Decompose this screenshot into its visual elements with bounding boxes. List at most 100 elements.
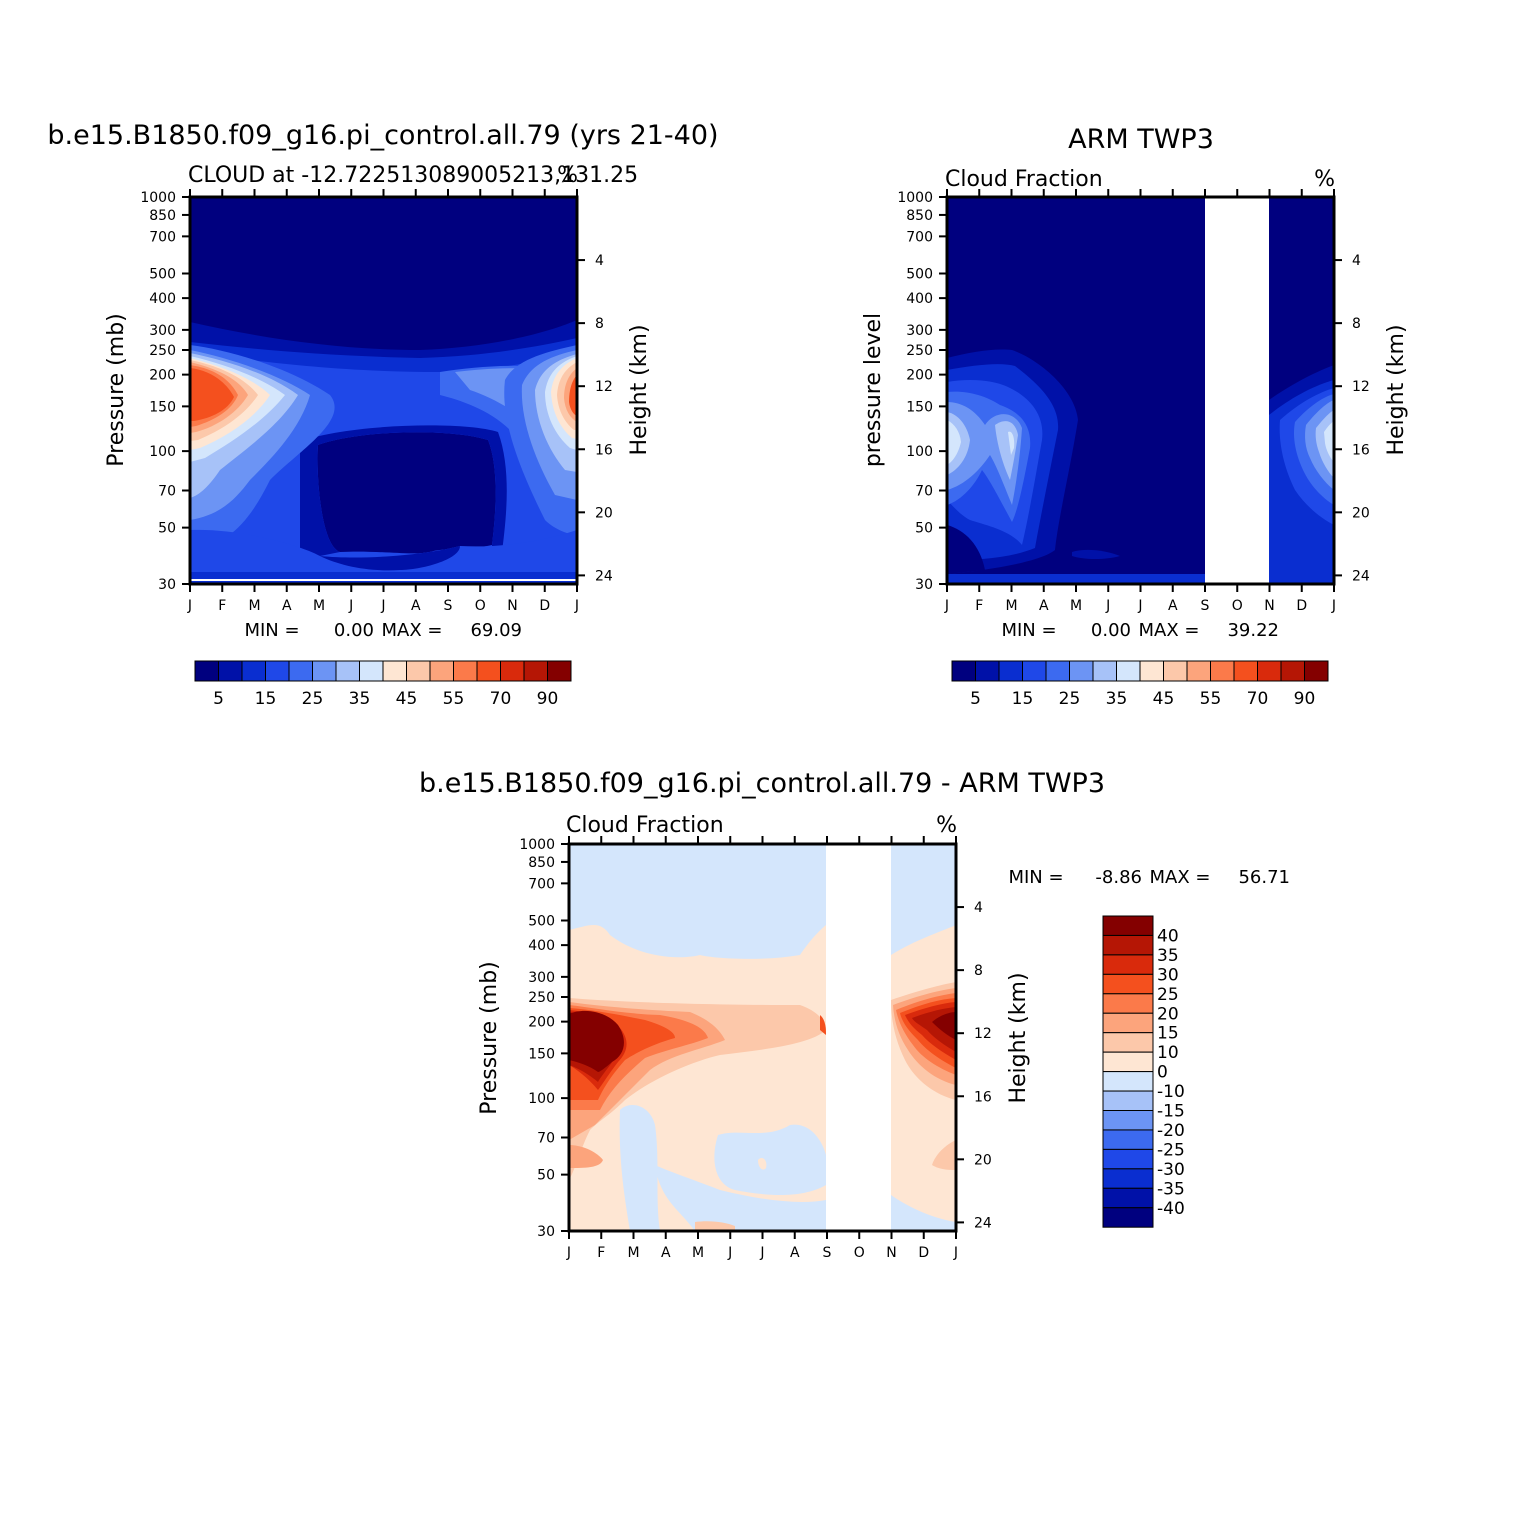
colorbar-box — [1102, 954, 1154, 975]
x-tick-label: N — [507, 598, 517, 614]
x-tick-label: J — [1137, 598, 1142, 614]
panel-model-min-value: 0.00 — [334, 620, 374, 641]
x-tick-label: J — [1331, 598, 1336, 614]
colorbar-box — [1102, 1090, 1154, 1112]
colorbar-box — [1022, 660, 1047, 682]
y-tick-label-right: 16 — [974, 1089, 992, 1105]
y-tick-label: 700 — [528, 876, 555, 892]
y-tick-label: 300 — [906, 323, 933, 339]
colorbar-label: 55 — [443, 689, 465, 709]
y-tick-label: 250 — [149, 343, 176, 359]
colorbar-label: 70 — [1247, 689, 1269, 709]
panel-diff-subtitle-left: Cloud Fraction — [566, 813, 724, 838]
colorbar-label: -40 — [1157, 1199, 1185, 1219]
y-tick-label-right: 4 — [1352, 253, 1361, 269]
panel-diff-min-label: MIN = — [1008, 867, 1063, 888]
colorbar-box — [1304, 660, 1329, 682]
colorbar-label: -30 — [1157, 1160, 1185, 1180]
colorbar-label: 25 — [1059, 689, 1081, 709]
y-tick-label: 30 — [537, 1224, 555, 1240]
colorbar-box — [1102, 1168, 1154, 1189]
colorbar-box — [975, 660, 1000, 682]
y-tick-label: 850 — [528, 855, 555, 871]
y-tick-label: 500 — [528, 913, 555, 929]
colorbar-box — [1102, 1187, 1154, 1209]
y-tick-label: 150 — [906, 399, 933, 415]
colorbar-box — [523, 660, 548, 682]
colorbar-box — [1102, 915, 1154, 936]
x-tick-label: F — [975, 598, 983, 614]
y-tick-label: 700 — [149, 229, 176, 245]
y-tick-label-right: 24 — [1352, 568, 1370, 584]
panel-model-min-label: MIN = — [244, 620, 299, 641]
x-tick-label: D — [918, 1245, 929, 1261]
y-tick-label: 50 — [915, 521, 933, 537]
y-tick-label-right: 20 — [595, 505, 613, 521]
x-tick-label: J — [380, 598, 385, 614]
x-tick-label: N — [886, 1245, 896, 1261]
y-tick-label-right: 24 — [974, 1215, 992, 1231]
panel-diff-ylabel: Pressure (mb) — [477, 961, 502, 1115]
colorbar-box — [1102, 1051, 1154, 1073]
panel-model-ylabel: Pressure (mb) — [104, 313, 129, 467]
colorbar-box — [429, 660, 454, 682]
y-tick-label: 300 — [149, 323, 176, 339]
colorbar-box — [241, 660, 266, 682]
colorbar-label: 5 — [970, 689, 981, 709]
panel-diff-ylabel-right: Height (km) — [1006, 972, 1031, 1103]
colorbar-box — [1233, 660, 1258, 682]
panel-diff: b.e15.B1850.f09_g16.pi_control.all.79 - … — [419, 768, 1290, 1261]
colorbar-label: 20 — [1157, 1004, 1179, 1024]
x-tick-label: A — [282, 598, 292, 614]
colorbar-label: -25 — [1157, 1140, 1185, 1160]
panel-obs-title: ARM TWP3 — [1068, 124, 1214, 155]
colorbar-label: 30 — [1157, 965, 1179, 985]
colorbar-box — [500, 660, 525, 682]
panel-model-ylabel-right: Height (km) — [627, 324, 652, 455]
y-tick-label-right: 20 — [1352, 505, 1370, 521]
x-tick-label: O — [854, 1245, 865, 1261]
x-tick-label: D — [539, 598, 550, 614]
y-tick-label: 850 — [906, 208, 933, 224]
panel-diff-subtitle-right: % — [936, 813, 957, 838]
y-tick-label-right: 12 — [1352, 379, 1370, 395]
y-tick-label-right: 4 — [595, 253, 604, 269]
colorbar-box — [288, 660, 313, 682]
colorbar-box — [218, 660, 243, 682]
colorbar-box — [1102, 1148, 1154, 1170]
y-tick-label: 100 — [528, 1091, 555, 1107]
y-tick-label-right: 4 — [974, 900, 983, 916]
colorbar-box — [1257, 660, 1282, 682]
y-tick-label-right: 20 — [974, 1152, 992, 1168]
x-tick-label: J — [953, 1245, 958, 1261]
y-tick-label: 200 — [528, 1015, 555, 1031]
y-tick-label: 1000 — [519, 837, 555, 853]
colorbar-label: 0 — [1157, 1063, 1168, 1083]
y-tick-label: 150 — [528, 1046, 555, 1062]
y-tick-label: 500 — [149, 266, 176, 282]
x-tick-label: A — [661, 1245, 671, 1261]
colorbar-label: 90 — [1294, 689, 1316, 709]
x-tick-label: A — [1039, 598, 1049, 614]
panel-model-stats: MIN = 0.00 MAX = 69.09 — [244, 620, 522, 641]
y-tick-label: 70 — [537, 1130, 555, 1146]
y-tick-label: 400 — [149, 291, 176, 307]
colorbar-box — [406, 660, 431, 682]
y-tick-label: 50 — [158, 521, 176, 537]
colorbar-box — [1102, 1110, 1154, 1131]
y-tick-label-right: 12 — [974, 1026, 992, 1042]
colorbar-box — [1102, 934, 1154, 956]
x-tick-label: J — [574, 598, 579, 614]
x-tick-label: M — [248, 598, 260, 614]
panel-obs-plot — [947, 197, 1334, 584]
colorbar-label: 45 — [396, 689, 418, 709]
colorbar-label: -35 — [1157, 1179, 1185, 1199]
colorbar-box — [265, 660, 290, 682]
panel-model-colorbar: 5 15 25 35 45 55 70 90 — [194, 660, 572, 709]
panel-diff-axes: J F M A M J J A S O N D J 30 50 70 100 150 200 250 300 400 500… — [519, 836, 992, 1261]
y-tick-label: 1000 — [140, 190, 176, 206]
panel-obs: ARM TWP3 Cloud Fraction % — [861, 124, 1409, 709]
colorbar-label: 15 — [1157, 1024, 1179, 1044]
